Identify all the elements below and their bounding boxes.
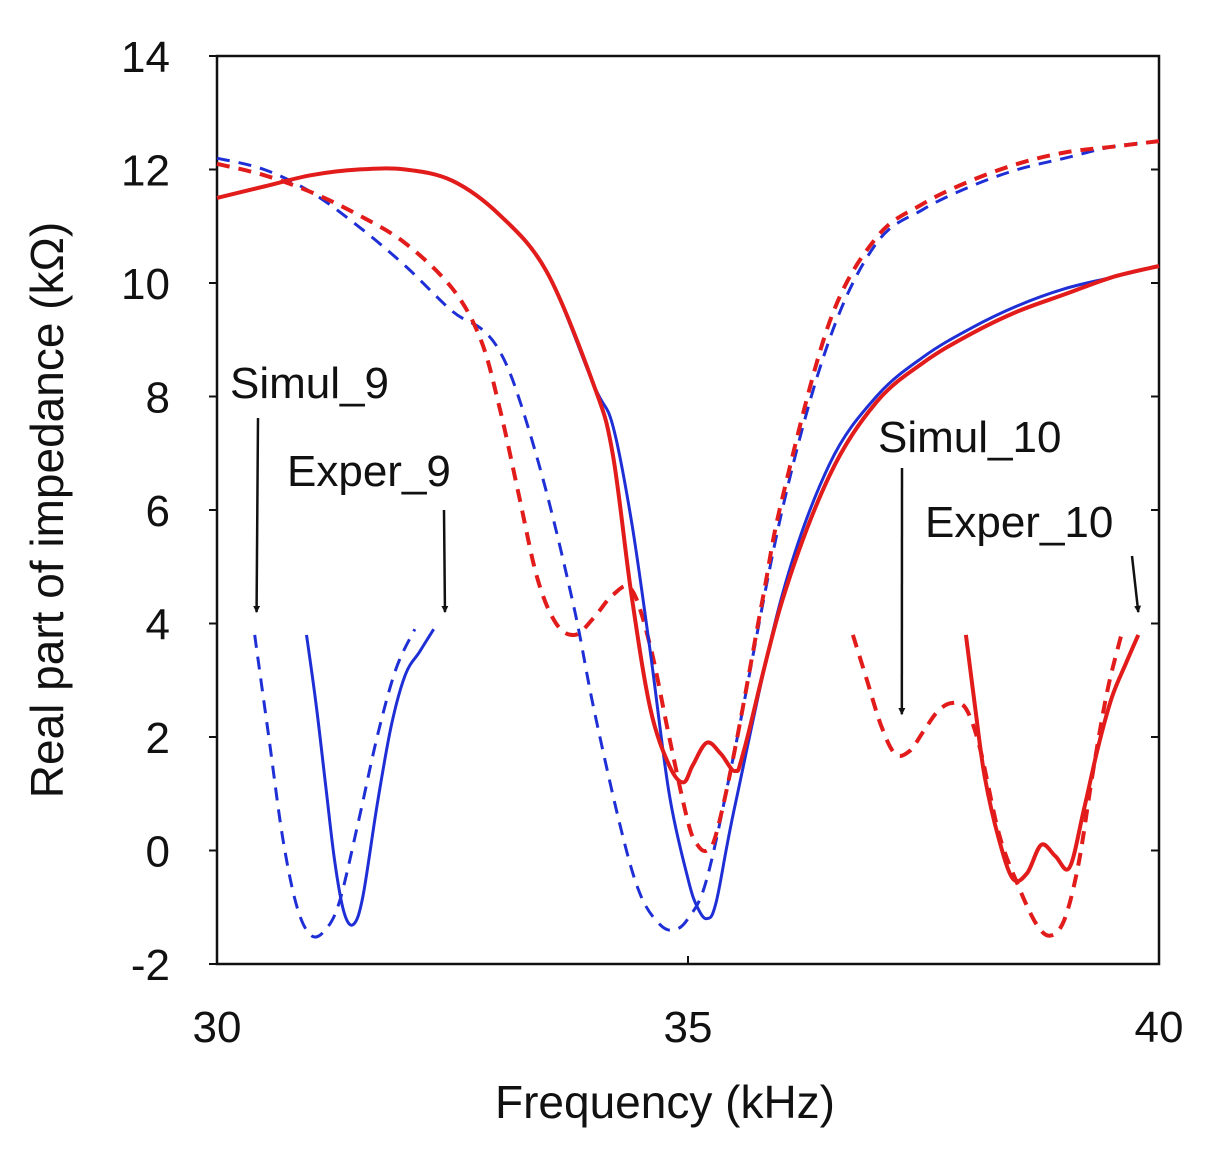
annotation-label: Simul_10 bbox=[878, 413, 1061, 462]
annotation-label: Simul_9 bbox=[230, 359, 389, 408]
series-line-exper-9-lower bbox=[305, 628, 435, 927]
series-line-simul-9-lower bbox=[253, 628, 417, 939]
x-axis-label: Frequency (kHz) bbox=[495, 1076, 835, 1128]
annotation-arrow bbox=[253, 417, 261, 613]
annotation-arrow bbox=[441, 509, 449, 613]
y-tick-label: 0 bbox=[146, 828, 170, 877]
y-tick-label: 12 bbox=[121, 147, 170, 196]
axis-ticks: -2 0 2 4 6 8 10 12 14 30 35 40 bbox=[121, 33, 1183, 1052]
y-tick-label: 4 bbox=[146, 601, 170, 650]
series-group bbox=[216, 139, 1160, 939]
x-tick-label: 30 bbox=[193, 1003, 242, 1052]
series-line-simul-9-upper bbox=[216, 139, 1160, 932]
series-line-simul-10-lower bbox=[850, 634, 1124, 938]
annotation-arrow bbox=[1130, 555, 1142, 613]
y-tick-label: 10 bbox=[121, 260, 170, 309]
y-tick-label: 2 bbox=[146, 714, 170, 763]
annotation-label: Exper_10 bbox=[925, 498, 1113, 547]
series-line-simul-10-upper bbox=[216, 139, 1160, 854]
annotations-group: Simul_9 Exper_9 Simul_10 Exper_10 bbox=[230, 359, 1142, 715]
x-tick-label: 40 bbox=[1135, 1003, 1184, 1052]
series-line-exper-10-upper bbox=[216, 166, 1160, 785]
y-axis-label: Real part of impedance (kΩ) bbox=[21, 222, 73, 798]
y-tick-label: 6 bbox=[146, 487, 170, 536]
series-line-exper-10-lower bbox=[963, 634, 1141, 884]
y-tick-label: 8 bbox=[146, 374, 170, 423]
y-tick-label: -2 bbox=[131, 941, 170, 990]
x-tick-label: 35 bbox=[664, 1003, 713, 1052]
y-tick-label: 14 bbox=[121, 33, 170, 82]
annotation-label: Exper_9 bbox=[287, 447, 451, 496]
